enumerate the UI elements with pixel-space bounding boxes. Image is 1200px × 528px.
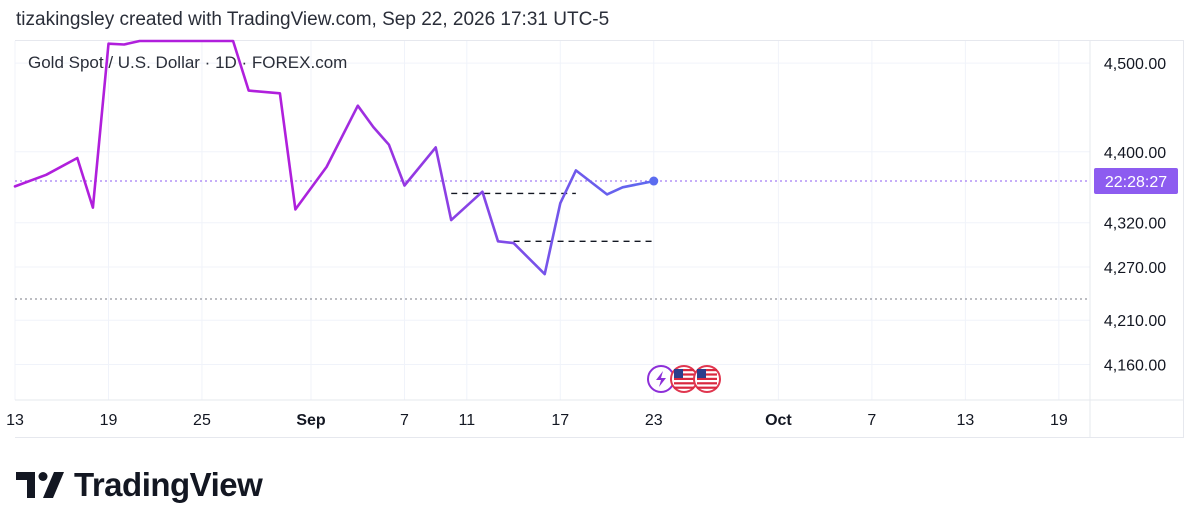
tradingview-logo-icon <box>16 472 64 498</box>
grid-lines <box>14 41 1090 400</box>
lightning-bolt <box>656 371 666 387</box>
x-tick-label: 7 <box>867 412 876 429</box>
y-axis: 4,500.00 4,400.00 4,320.00 4,270.00 4,210.00… <box>1089 41 1178 438</box>
flag-canton <box>674 369 683 378</box>
tradingview-logo[interactable]: TradingView <box>16 466 263 504</box>
y-tick-label: 4,400.00 <box>1104 145 1166 162</box>
x-axis: 13 19 25 Sep 7 11 17 23 Oct 7 13 19 <box>6 399 1184 429</box>
price-series <box>13 39 659 276</box>
us-flag-icon[interactable] <box>670 365 698 393</box>
flag-stripe <box>697 386 717 389</box>
flag-canton <box>697 369 706 378</box>
flag-stripe <box>674 382 694 385</box>
x-tick-label: Sep <box>296 412 326 429</box>
last-value-label: 22:28:27 <box>1105 174 1167 191</box>
x-tick-label: 11 <box>459 412 476 429</box>
y-tick-label: 4,210.00 <box>1104 313 1166 330</box>
flag-stripe <box>674 377 694 380</box>
x-tick-label: 7 <box>400 412 409 429</box>
economic-events[interactable] <box>647 365 721 393</box>
symbol-title[interactable]: Gold Spot / U.S. Dollar · 1D · FOREX.com <box>28 53 348 72</box>
flag-stripe <box>697 369 717 372</box>
x-tick-label: 25 <box>193 412 211 429</box>
x-tick-label: 23 <box>645 412 663 429</box>
price-line <box>13 39 656 276</box>
flag-stripe <box>697 382 717 385</box>
logo-text: TradingView <box>74 466 263 503</box>
flag-stripe <box>697 377 717 380</box>
y-tick-label: 4,500.00 <box>1104 56 1166 73</box>
chart-frame <box>15 40 1184 438</box>
us-flag-icon[interactable] <box>693 365 721 393</box>
y-tick-label: 4,270.00 <box>1104 260 1166 277</box>
last-value-label-bg <box>1094 168 1178 195</box>
last-price-marker <box>649 176 659 186</box>
flag-stripe <box>674 386 694 389</box>
x-tick-label: 13 <box>956 412 974 429</box>
horizontal-lines <box>15 180 1090 300</box>
x-tick-label: Oct <box>765 412 792 429</box>
x-tick-label: 17 <box>551 412 569 429</box>
x-tick-label: 19 <box>100 412 118 429</box>
y-tick-label: 4,320.00 <box>1104 216 1166 233</box>
flag-stripe <box>674 369 694 372</box>
flag-stripe <box>697 373 717 376</box>
attribution-text: tizakingsley created with TradingView.co… <box>16 9 610 30</box>
x-tick-label: 19 <box>1050 412 1068 429</box>
x-tick-label: 13 <box>6 412 24 429</box>
flag-stripe <box>674 373 694 376</box>
y-tick-label: 4,160.00 <box>1104 358 1166 375</box>
